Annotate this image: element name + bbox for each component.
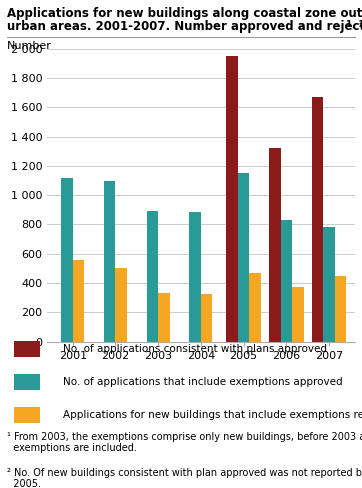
Bar	[269, 148, 281, 342]
Bar	[281, 220, 292, 342]
Text: ² No. Of new buildings consistent with plan approved was not reported before
  2: ² No. Of new buildings consistent with p…	[7, 468, 362, 488]
Bar	[335, 276, 346, 342]
Bar	[292, 286, 304, 342]
Bar	[158, 293, 170, 342]
Bar	[201, 294, 212, 342]
Text: ¹ From 2003, the exemptions comprise only new buildings, before 2003 all
  exemp: ¹ From 2003, the exemptions comprise onl…	[7, 432, 362, 453]
Bar	[312, 97, 323, 342]
Bar	[147, 211, 158, 342]
Bar	[249, 273, 261, 342]
Bar	[104, 181, 115, 342]
Text: No. of applications consistent with plans approved: No. of applications consistent with plan…	[63, 344, 327, 354]
Text: Number: Number	[7, 41, 52, 51]
Bar	[61, 178, 73, 342]
Bar	[323, 227, 335, 342]
Bar	[115, 267, 127, 342]
Text: No. of applications that include exemptions approved: No. of applications that include exempti…	[63, 377, 343, 387]
Bar	[238, 173, 249, 342]
Text: urban areas. 2001-2007. Number approved and rejected: urban areas. 2001-2007. Number approved …	[7, 20, 362, 34]
Text: Applications for new buildings along coastal zone outside: Applications for new buildings along coa…	[7, 7, 362, 20]
Text: Applications for new buildings that include exemptions rejected: Applications for new buildings that incl…	[63, 410, 362, 420]
Text: 1, 2: 1, 2	[346, 20, 362, 29]
Bar	[226, 56, 238, 342]
Bar	[189, 212, 201, 342]
Bar	[73, 261, 84, 342]
